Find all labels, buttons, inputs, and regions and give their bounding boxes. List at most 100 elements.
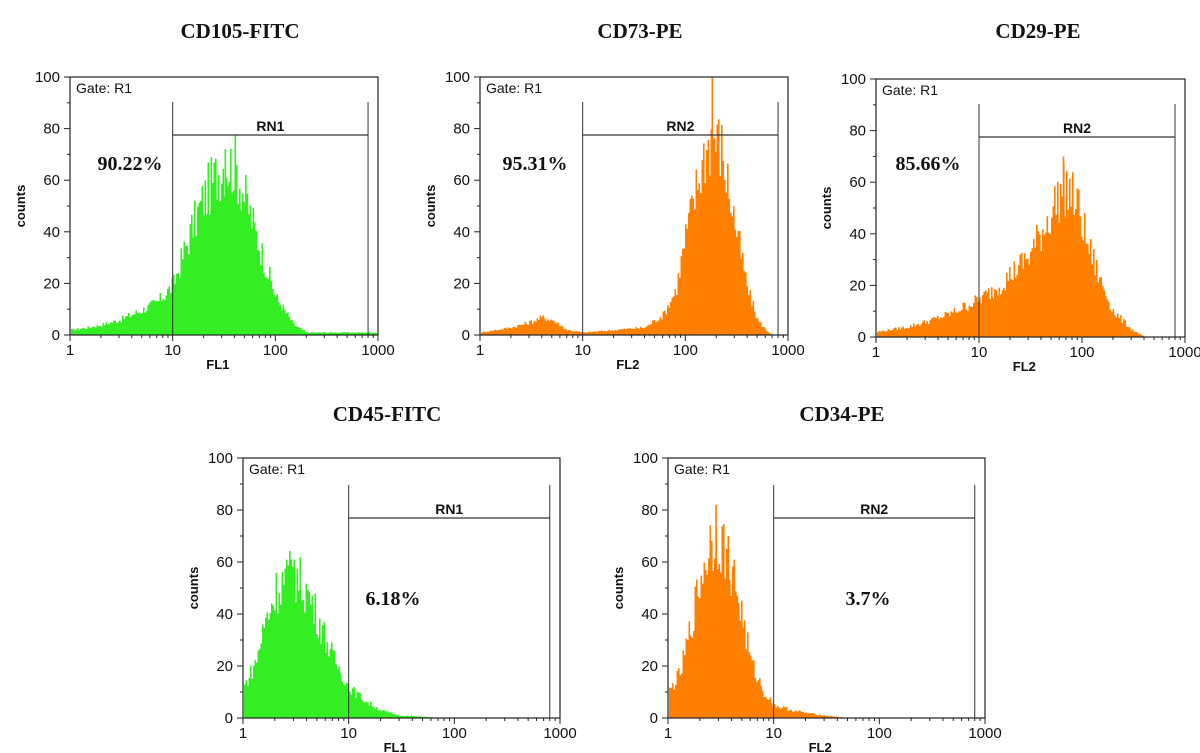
histogram-bar <box>338 332 340 335</box>
histogram-bar <box>1013 261 1016 337</box>
histogram-bar <box>704 183 707 335</box>
histogram-bar <box>144 312 147 335</box>
histogram-bar <box>675 684 677 718</box>
histogram-bar <box>731 216 734 335</box>
histogram-bar <box>919 325 921 337</box>
histogram-bar <box>80 328 82 335</box>
histogram-bar <box>720 572 722 718</box>
histogram-bar <box>595 331 597 335</box>
histogram-bar <box>748 652 751 718</box>
histogram-bar <box>892 329 894 337</box>
histogram-bar <box>155 300 157 335</box>
histogram-bar <box>213 162 216 335</box>
histogram-bar <box>254 222 256 335</box>
histogram-bar <box>332 332 334 335</box>
histogram-bar <box>1120 315 1122 337</box>
histogram-bar <box>548 321 551 335</box>
histogram-bar <box>482 331 485 335</box>
histogram-bar <box>372 332 375 335</box>
histogram-bar <box>263 627 266 718</box>
x-tick-label: 10 <box>574 342 591 359</box>
histogram-bar <box>946 312 948 337</box>
histogram-bar <box>183 241 186 335</box>
histogram-bar <box>766 330 768 335</box>
histogram-bar <box>895 327 897 337</box>
histogram-bar <box>559 326 561 335</box>
histogram-bar <box>509 328 512 335</box>
histogram-bar <box>302 330 304 335</box>
histogram-bar <box>691 637 694 718</box>
histogram-bar <box>728 198 731 335</box>
histogram-bar <box>1009 267 1011 337</box>
histogram-bar <box>644 327 647 335</box>
histogram-bar <box>326 642 329 718</box>
histogram-bar <box>829 716 832 718</box>
histogram-bar <box>117 322 120 335</box>
histogram-bar <box>808 713 811 718</box>
histogram-bar <box>203 215 205 335</box>
histogram-bar <box>1108 301 1110 337</box>
histogram-bar <box>1075 208 1077 337</box>
histogram-bar <box>165 295 168 335</box>
histogram-bar <box>403 716 405 718</box>
histogram-bar <box>1037 231 1040 337</box>
histogram-bar <box>695 169 698 335</box>
histogram-bar <box>285 313 288 335</box>
histogram-bar <box>293 322 295 335</box>
histogram-bar <box>502 329 504 335</box>
histogram-bar <box>1018 265 1020 337</box>
histogram-bar <box>366 332 369 335</box>
histogram-bar <box>917 323 920 337</box>
histogram-bar <box>905 327 908 337</box>
x-tick-label: 100 <box>263 342 288 359</box>
histogram-bar <box>90 328 93 335</box>
histogram-bar <box>622 329 624 335</box>
histogram-bar <box>1123 318 1125 337</box>
histogram-bar <box>111 322 114 335</box>
histogram-bar <box>699 598 701 718</box>
histogram-bar <box>1034 247 1037 337</box>
histogram-bar <box>538 320 540 335</box>
histogram-bar <box>129 317 132 335</box>
histogram-bar <box>269 266 271 335</box>
histogram-bar <box>832 716 835 718</box>
histogram-bar <box>335 332 337 335</box>
y-tick-label: 80 <box>849 123 866 140</box>
histogram-bar <box>738 603 740 718</box>
histogram-bar <box>974 295 977 337</box>
histogram-bar <box>550 319 552 335</box>
histogram-bar <box>1039 234 1041 337</box>
histogram-bar <box>185 246 187 335</box>
histogram-bar <box>312 332 315 335</box>
histogram-bar <box>177 272 180 335</box>
histogram-bar <box>964 302 966 337</box>
histogram-bar <box>685 224 687 335</box>
histogram-bar <box>811 712 814 718</box>
histogram-bar <box>667 305 669 335</box>
histogram-bar <box>391 712 393 718</box>
histogram-bar <box>607 330 609 335</box>
histogram-bar <box>878 331 881 337</box>
histogram-bar <box>565 328 567 335</box>
histogram-bar <box>341 332 343 335</box>
histogram-bar <box>286 559 288 718</box>
histogram-bar <box>283 584 285 718</box>
histogram-bar <box>282 304 285 335</box>
histogram-bar <box>566 330 569 335</box>
region-label: RN1 <box>435 501 463 517</box>
histogram-bar <box>99 326 102 335</box>
histogram-bar <box>189 224 192 335</box>
histogram-bar <box>92 326 94 335</box>
histogram-bar <box>274 610 276 718</box>
histogram-bar <box>536 318 539 335</box>
x-tick-label: 1000 <box>543 725 576 742</box>
histogram-bar <box>219 201 222 335</box>
histogram-bar <box>358 692 360 718</box>
histogram-bar <box>287 312 289 335</box>
histogram-bar <box>980 303 983 337</box>
histogram-bar <box>685 638 688 718</box>
histogram-bar <box>174 283 177 335</box>
histogram-bar <box>347 332 349 335</box>
y-tick-label: 40 <box>849 226 866 243</box>
histogram-bar <box>629 328 632 335</box>
